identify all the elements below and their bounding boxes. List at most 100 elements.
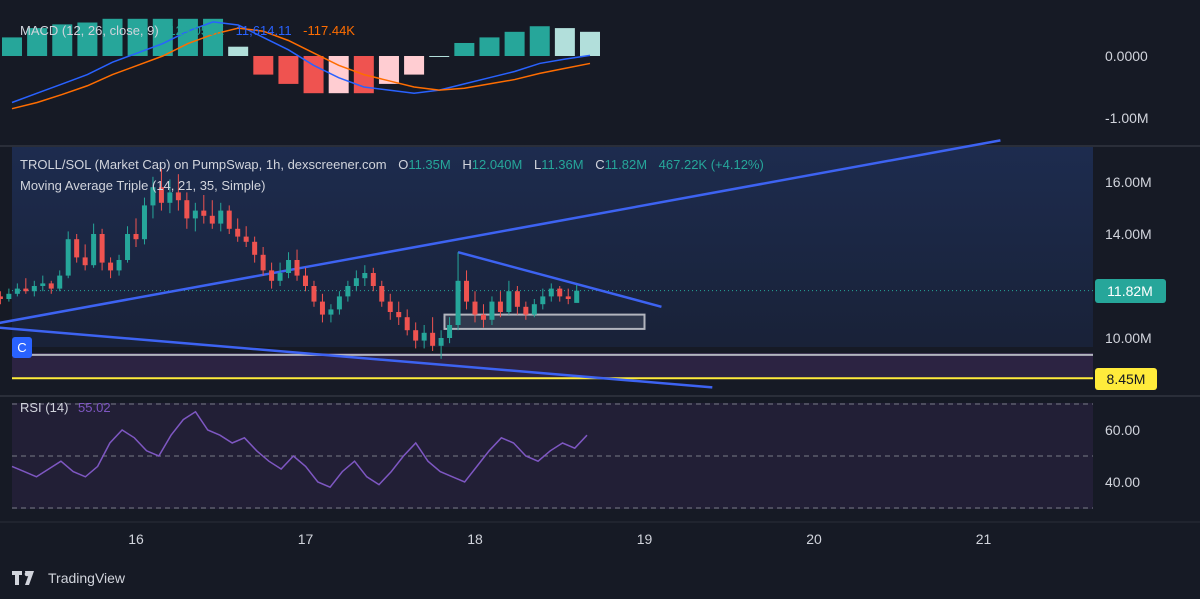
macd-hist-bar [52, 24, 73, 56]
candle-body [260, 254, 266, 271]
candle-body [523, 306, 529, 315]
trendline-resistance [457, 250, 662, 309]
candle-body [40, 283, 46, 286]
tradingview-logo-icon [12, 571, 34, 585]
candle-body [252, 241, 258, 255]
macd-hist-bar [429, 56, 450, 57]
macd-signal-value: -117.44K [303, 23, 355, 38]
macd-hist-bar [27, 28, 48, 56]
candle-body [6, 293, 12, 299]
candle-body [108, 262, 114, 271]
macd-hist-bar [228, 46, 249, 56]
macd-hist-bar [529, 26, 550, 56]
candle-body [243, 236, 249, 242]
candle-body [201, 210, 207, 216]
low-value: 11.36M [541, 157, 583, 172]
consolidation-box [443, 313, 646, 330]
macd-hist-bar [479, 37, 500, 56]
macd-hist-bar [303, 56, 324, 94]
price-axis-tick: 14.00M [1105, 226, 1152, 242]
macd-hist-bar [152, 18, 173, 56]
time-axis-tick: 21 [976, 531, 992, 547]
candle-body [497, 301, 503, 312]
brand-name: TradingView [48, 570, 126, 586]
candle-body [480, 314, 486, 320]
candle-body [141, 205, 147, 240]
ma-legend: Moving Average Triple (14, 21, 35, Simpl… [20, 178, 265, 193]
candle-body [65, 239, 71, 276]
macd-hist-value: 129.050K [168, 23, 224, 38]
candle-body [421, 332, 427, 341]
macd-hist-bar [102, 18, 123, 56]
candle-body [396, 312, 402, 318]
current-price-tag [1095, 279, 1166, 303]
macd-hist-bar [504, 31, 525, 56]
candle-body [464, 280, 470, 302]
macd-hist-bar [77, 22, 98, 56]
candle-body [99, 234, 105, 263]
candle-body [0, 296, 3, 299]
candle-body [506, 291, 512, 312]
trendline-falling [0, 326, 713, 389]
candle-body [23, 288, 29, 292]
marker-c-badge[interactable] [12, 337, 32, 358]
rsi-legend: RSI (14) 55.02 [20, 400, 111, 415]
candle-body [192, 210, 198, 219]
macd-title: MACD (12, 26, close, 9) [20, 23, 159, 38]
candle-body [133, 234, 139, 240]
rsi-axis-tick: 60.00 [1105, 422, 1140, 438]
rsi-axis-tick: 40.00 [1105, 474, 1140, 490]
candle-body [370, 273, 376, 286]
candle-body [74, 239, 80, 258]
candle-body [235, 228, 241, 237]
candle-body [574, 290, 580, 303]
close-value: 11.82M [605, 157, 647, 172]
macd-signal-line [11, 27, 591, 110]
candle-body [472, 301, 478, 315]
trendline-rising [0, 139, 1001, 325]
time-axis-tick: 16 [128, 531, 144, 547]
candle-body [150, 187, 156, 206]
time-axis-tick: 18 [467, 531, 483, 547]
candle-body [125, 234, 131, 260]
macd-axis-tick: -1.00M [1105, 110, 1149, 126]
change-value: 467.22K (+4.12%) [659, 157, 764, 172]
current-price-label: 11.82M [1107, 283, 1153, 299]
branding[interactable]: TradingView [12, 570, 125, 586]
macd-hist-bar [278, 56, 299, 84]
time-axis-tick: 19 [637, 531, 653, 547]
candle-body [48, 283, 54, 289]
rsi-line [11, 410, 588, 489]
candle-body [565, 296, 571, 299]
time-axis-tick: 17 [298, 531, 314, 547]
macd-hist-bar [378, 56, 399, 84]
price-pane [0, 139, 1093, 389]
candle-body [336, 296, 342, 310]
candle-body [489, 301, 495, 320]
macd-legend: MACD (12, 26, close, 9) 129.050K 11,614.… [20, 23, 355, 38]
candle-body [514, 291, 520, 307]
candle-body [531, 304, 537, 315]
candle-body [158, 187, 164, 203]
macd-line-value: 11,614.11 [236, 23, 292, 38]
candle-body [269, 270, 275, 281]
candle-body [319, 301, 325, 315]
candle-body [379, 286, 385, 302]
candle-body [345, 286, 351, 297]
macd-hist-bar [580, 31, 600, 56]
candle-body [116, 260, 122, 271]
candle-body [294, 260, 300, 276]
candle-body [209, 215, 215, 224]
candle-body [184, 200, 190, 219]
rsi-value: 55.02 [78, 400, 111, 415]
support-price-label: 8.45M [1107, 371, 1146, 387]
candle-body [548, 288, 554, 297]
macd-hist-bar [454, 42, 475, 56]
price-axis-tick: 10.00M [1105, 330, 1152, 346]
macd-axis-tick: 0.0000 [1105, 48, 1148, 64]
price-axis-tick: 16.00M [1105, 174, 1152, 190]
time-axis-tick: 20 [806, 531, 822, 547]
candle-body [311, 286, 317, 302]
macd-hist-bar [554, 28, 575, 56]
